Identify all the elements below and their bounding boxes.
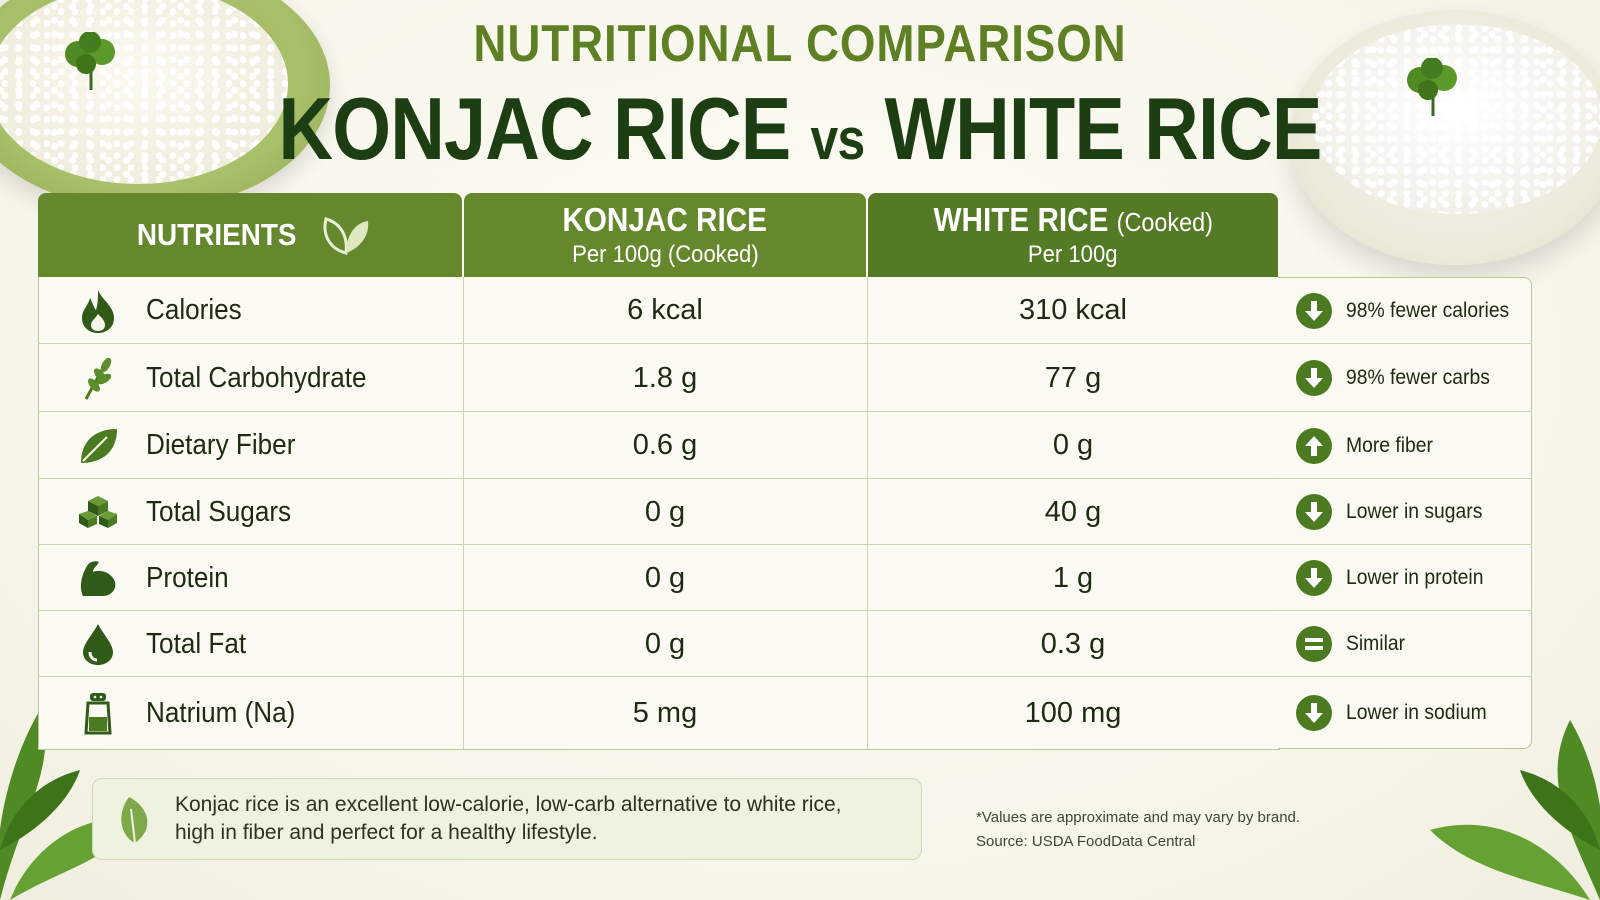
column-divider bbox=[867, 277, 868, 749]
arrow-down-icon bbox=[1296, 560, 1332, 596]
benefit: Lower in protein bbox=[1296, 545, 1532, 611]
header-konjac-sub: Per 100g (Cooked) bbox=[571, 241, 759, 268]
benefit-text: 98% fewer calories bbox=[1346, 298, 1510, 322]
arrow-down-icon bbox=[1296, 494, 1332, 530]
table-row: Natrium (Na) 5 mg 100 mg Lower in sodium bbox=[38, 677, 1532, 749]
konjac-value: 0 g bbox=[644, 561, 686, 594]
header-konjac: KONJAC RICE Per 100g (Cooked) bbox=[464, 193, 866, 277]
benefit-text: 98% fewer carbs bbox=[1346, 366, 1490, 389]
table-row: Total Carbohydrate 1.8 g 77 g 98% fewer car… bbox=[38, 344, 1532, 412]
konjac-value: 0 g bbox=[644, 495, 686, 528]
disclaimer: *Values are approximate and may vary by … bbox=[976, 806, 1300, 854]
flame-icon bbox=[72, 277, 124, 344]
leaves-decoration-icon bbox=[1430, 720, 1600, 900]
column-divider bbox=[463, 277, 464, 749]
konjac-rice bbox=[0, 0, 288, 184]
nutrient-name: Protein bbox=[146, 561, 229, 594]
konjac-value: 5 mg bbox=[632, 696, 698, 729]
nutrient-name: Total Carbohydrate bbox=[146, 361, 367, 394]
white-value: 40 g bbox=[1044, 495, 1102, 528]
leaf-icon bbox=[72, 412, 124, 479]
header-white: WHITE RICE (Cooked) Per 100g bbox=[868, 193, 1278, 277]
disclaimer-text: *Values are approximate and may vary by … bbox=[976, 809, 1301, 826]
source-text: Source: USDA FoodData Central bbox=[976, 833, 1196, 850]
header-white-name: WHITE RICE bbox=[933, 201, 1109, 238]
header-white-sub: Per 100g bbox=[1028, 241, 1118, 268]
row-divider bbox=[38, 610, 1532, 611]
row-divider bbox=[38, 411, 1532, 412]
nutrient-name: Total Sugars bbox=[146, 495, 292, 528]
table-row: Calories 6 kcal 310 kcal 98% fewer calories bbox=[38, 277, 1532, 344]
benefit: 98% fewer carbs bbox=[1296, 344, 1532, 412]
benefit: 98% fewer calories bbox=[1296, 277, 1532, 344]
nutrient-name: Natrium (Na) bbox=[146, 696, 296, 729]
row-divider bbox=[38, 343, 1532, 344]
konjac-rice-bowl-image bbox=[0, 0, 330, 210]
benefit-text: More fiber bbox=[1346, 433, 1433, 457]
row-divider bbox=[38, 676, 1532, 677]
leaf-icon bbox=[121, 797, 148, 844]
title-konjac: KONJAC RICE bbox=[278, 79, 791, 178]
arrow-down-icon bbox=[1296, 695, 1332, 731]
super-title: NUTRITIONAL COMPARISON bbox=[473, 15, 1127, 73]
table-row: Dietary Fiber 0.6 g 0 g More fiber bbox=[38, 412, 1532, 479]
title-vs: vs bbox=[810, 107, 866, 172]
white-value: 0.3 g bbox=[1040, 627, 1106, 660]
summary-note: Konjac rice is an excellent low-calorie,… bbox=[92, 778, 922, 860]
row-divider bbox=[38, 478, 1532, 479]
arrow-up-icon bbox=[1296, 427, 1332, 464]
benefit: More fiber bbox=[1296, 412, 1532, 479]
salt-shaker-icon bbox=[72, 677, 124, 749]
summary-line-2: high in fiber and perfect for a healthy … bbox=[175, 821, 598, 844]
equals-icon bbox=[1296, 626, 1332, 662]
arrow-down-icon bbox=[1296, 292, 1332, 329]
arrow-down-icon bbox=[1296, 360, 1332, 396]
white-value: 100 mg bbox=[1024, 696, 1122, 729]
summary-line-1: Konjac rice is an excellent low-calorie,… bbox=[175, 793, 842, 816]
table-body bbox=[38, 277, 1280, 750]
nutrient-name: Total Fat bbox=[146, 627, 247, 660]
white-value: 1 g bbox=[1052, 561, 1094, 594]
table-row: Total Sugars 0 g 40 g Lower in sugars bbox=[38, 479, 1532, 545]
konjac-value: 0 g bbox=[644, 627, 686, 660]
leaf-icon bbox=[323, 217, 368, 255]
summary-text: Konjac rice is an excellent low-calorie,… bbox=[175, 791, 905, 847]
white-value: 0 g bbox=[1052, 429, 1094, 461]
white-value: 77 g bbox=[1044, 361, 1102, 394]
white-rice-bowl-image bbox=[1290, 10, 1600, 265]
benefit: Lower in sugars bbox=[1296, 479, 1532, 545]
white-value: 310 kcal bbox=[1018, 294, 1127, 326]
sugar-cubes-icon bbox=[72, 479, 124, 545]
konjac-value: 1.8 g bbox=[632, 361, 698, 394]
parsley-icon bbox=[1407, 58, 1457, 116]
benefit-text: Similar bbox=[1346, 632, 1406, 655]
konjac-value: 6 kcal bbox=[627, 294, 703, 326]
header-nutrients: NUTRIENTS bbox=[38, 193, 462, 277]
header-white-title: WHITE RICE (Cooked) bbox=[933, 201, 1212, 239]
title-white: WHITE RICE bbox=[884, 79, 1322, 178]
drop-icon bbox=[72, 611, 124, 677]
page-title: KONJAC RICE vs WHITE RICE bbox=[112, 78, 1488, 180]
header-nutrients-label: NUTRIENTS bbox=[137, 217, 297, 252]
benefit-text: Lower in sugars bbox=[1346, 500, 1483, 523]
parsley-icon bbox=[65, 32, 115, 90]
white-rice bbox=[1312, 24, 1600, 214]
header-white-note: (Cooked) bbox=[1116, 207, 1213, 237]
nutrient-name: Dietary Fiber bbox=[146, 429, 296, 461]
nutrient-name: Calories bbox=[146, 294, 242, 326]
table-row: Protein 0 g 1 g Lower in protein bbox=[38, 545, 1532, 611]
benefit-text: Lower in sodium bbox=[1346, 701, 1487, 724]
benefit-text: Lower in protein bbox=[1346, 566, 1484, 589]
header-konjac-name: KONJAC RICE bbox=[562, 201, 768, 238]
muscle-icon bbox=[72, 545, 124, 611]
benefit: Similar bbox=[1296, 611, 1532, 677]
wheat-icon bbox=[72, 344, 124, 412]
konjac-value: 0.6 g bbox=[632, 429, 698, 461]
benefit: Lower in sodium bbox=[1296, 677, 1532, 749]
row-divider bbox=[38, 544, 1532, 545]
table-row: Total Fat 0 g 0.3 g Similar bbox=[38, 611, 1532, 677]
